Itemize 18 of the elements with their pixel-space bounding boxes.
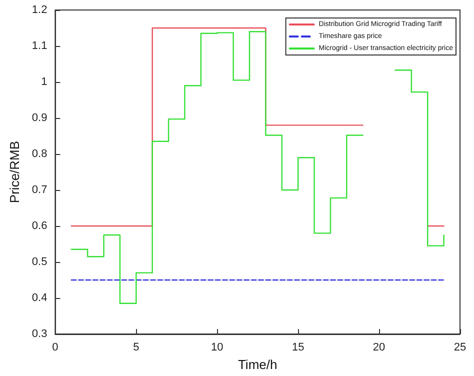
- x-tick-label: 5: [133, 342, 140, 354]
- x-tick-label: 25: [454, 342, 466, 354]
- y-tick-label: 0.8: [32, 148, 48, 160]
- y-tick-label: 0.5: [32, 256, 48, 268]
- y-tick-label: 1.2: [32, 4, 48, 16]
- x-tick-label: 20: [372, 342, 386, 354]
- y-tick-label: 0.9: [32, 112, 48, 124]
- y-tick-label: 0.4: [32, 292, 48, 304]
- x-axis-title: Time/h: [238, 357, 278, 372]
- y-axis-title: Price/RMB: [7, 140, 22, 204]
- y-tick-label: 1: [41, 76, 48, 88]
- x-tick-label: 10: [210, 342, 224, 354]
- y-tick-label: 0.7: [32, 184, 48, 196]
- x-tick-label: 0: [52, 342, 58, 354]
- y-tick-label: 0.6: [32, 220, 48, 232]
- y-tick-label: 1.1: [32, 40, 48, 52]
- y-tick-label: 0.3: [32, 328, 48, 340]
- x-tick-label: 15: [292, 342, 304, 354]
